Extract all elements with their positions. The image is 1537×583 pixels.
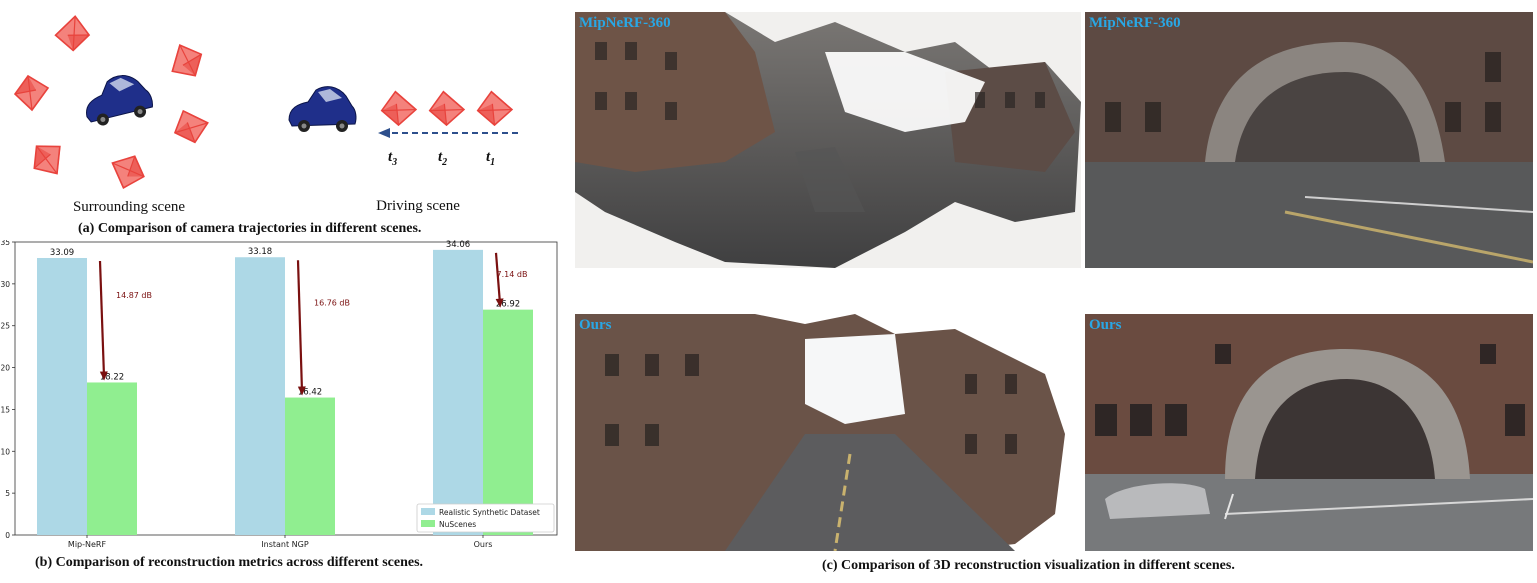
time-label-t1: t1 <box>486 149 496 168</box>
difference-annotation: 14.87 dB <box>116 291 152 300</box>
legend-box <box>416 503 555 533</box>
mipnerf-surrounding-render: MipNeRF-360 <box>1085 12 1533 268</box>
arrow-head-icon <box>378 128 390 138</box>
arrow-head-icon <box>495 298 504 308</box>
bar-value-label: 16.42 <box>298 388 322 398</box>
camera-icon <box>52 12 93 54</box>
car-icon <box>288 86 357 133</box>
camera-icon <box>103 147 152 195</box>
camera-icon <box>14 75 49 111</box>
drop-arrow <box>296 260 304 392</box>
surrounding-scene-label: Surrounding scene <box>72 199 186 215</box>
method-label: MipNeRF-360 <box>579 15 671 31</box>
method-label: MipNeRF-360 <box>1089 15 1181 31</box>
camera-icon <box>475 89 515 128</box>
bar-value-label: 33.18 <box>248 247 272 257</box>
x-tick-label: Ours <box>474 540 493 549</box>
legend-swatch <box>421 508 435 515</box>
bar-value-label: 34.06 <box>446 240 470 250</box>
time-label-t2: t2 <box>438 149 448 168</box>
y-tick-label: 25 <box>0 322 10 331</box>
legend-entry: Realistic Synthetic Dataset <box>439 508 540 517</box>
trajectory-illustration <box>14 12 518 195</box>
mipnerf-driving-render: MipNeRF-360 <box>575 12 1081 268</box>
method-label: Ours <box>1089 317 1122 333</box>
ours-driving-render: Ours <box>575 314 1081 551</box>
arrow-head-icon <box>297 386 306 396</box>
camera-icon <box>427 89 467 128</box>
camera-icon <box>24 135 72 183</box>
caption-b: (b) Comparison of reconstruction metrics… <box>35 555 424 570</box>
car-icon <box>79 69 156 129</box>
x-tick-label: Mip-NeRF <box>68 540 107 549</box>
driving-scene-label: Driving scene <box>376 198 460 214</box>
drop-arrow <box>98 260 106 377</box>
time-label-t3: t3 <box>388 149 398 168</box>
psnr-bar-chart: 0 5 10 15 20 25 30 35 33.09 18.22 Mip-NeRF 14.87 dB… <box>0 240 558 549</box>
bar <box>433 249 483 535</box>
y-tick-label: 15 <box>0 405 10 414</box>
ours-surrounding-render: Ours <box>1085 314 1533 551</box>
legend-swatch <box>421 520 435 527</box>
bar <box>483 309 533 535</box>
bar <box>37 257 87 535</box>
camera-icon <box>164 38 209 84</box>
caption-a: (a) Comparison of camera trajectories in… <box>78 221 422 236</box>
y-tick-label: 30 <box>0 280 10 289</box>
y-tick-label: 5 <box>5 489 10 498</box>
arrow-head-icon <box>99 371 108 381</box>
y-tick-label: 35 <box>0 240 10 247</box>
method-label: Ours <box>579 317 612 333</box>
x-tick-label: Instant NGP <box>261 540 309 549</box>
camera-icon <box>379 89 419 128</box>
caption-c: (c) Comparison of 3D reconstruction visu… <box>822 558 1235 573</box>
bar <box>235 257 285 535</box>
bar <box>87 382 137 535</box>
bar <box>285 397 335 535</box>
y-tick-label: 0 <box>5 531 10 540</box>
y-tick-label: 10 <box>0 447 10 456</box>
y-tick-label: 20 <box>0 364 10 373</box>
legend-entry: NuScenes <box>439 520 476 529</box>
bar-value-label: 18.22 <box>100 372 124 382</box>
drop-arrow <box>494 252 502 304</box>
bar-value-label: 33.09 <box>50 248 74 258</box>
bar-value-label: 26.92 <box>496 300 520 310</box>
difference-annotation: 16.76 dB <box>314 298 350 307</box>
difference-annotation: 7.14 dB <box>497 270 528 279</box>
camera-icon <box>170 106 212 147</box>
